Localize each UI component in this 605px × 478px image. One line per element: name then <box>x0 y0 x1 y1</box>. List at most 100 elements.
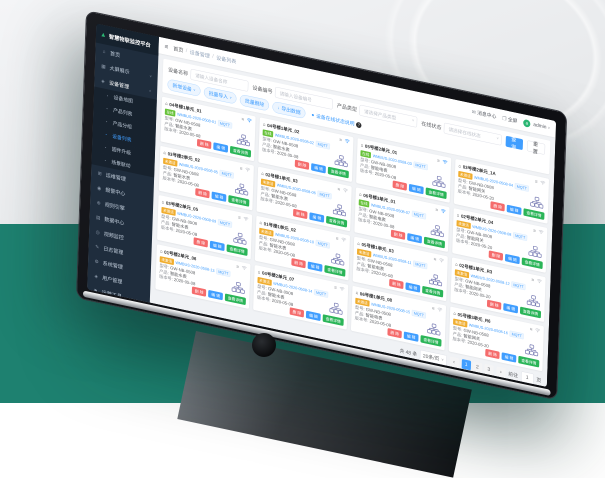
card-corner-icons: ≡ <box>337 186 348 194</box>
list-icon[interactable]: ≡ <box>337 186 341 193</box>
breadcrumb-home[interactable]: 首页 <box>173 45 184 54</box>
dashboard-app: ▲ 智慧物联监控平台 ⌂ 首页 ▦ 大屏展示 <box>87 23 557 388</box>
list-icon[interactable]: ≡ <box>431 305 435 312</box>
sidebar-item-label: 设备列表 <box>112 133 132 144</box>
device-card[interactable]: ⌂ 01号楼1单元_02 ≡ 未激活 WMBUS-2020-0508-10 <box>254 215 351 281</box>
sidebar-item-icon: ▪ <box>106 94 109 98</box>
list-icon[interactable]: ≡ <box>239 165 243 172</box>
device-card[interactable]: ⌂ 04号楼1单元_01 ≡ 在线 WMBUS-2020-0508-01 <box>160 96 256 162</box>
sidebar-item-icon: ◉ <box>97 185 102 192</box>
list-icon[interactable]: ≡ <box>529 326 533 333</box>
list-icon[interactable]: ≡ <box>531 277 535 284</box>
topology-icon <box>332 203 347 219</box>
card-corner-icons: ≡ <box>530 326 541 334</box>
wifi-icon <box>241 265 247 272</box>
sidebar-item-label: 系统管理 <box>102 259 123 271</box>
message-icon: ✉ <box>471 109 476 116</box>
card-corner-icons: ≡ <box>240 166 251 174</box>
page-number-button[interactable]: 3 <box>483 363 494 376</box>
list-icon[interactable]: ≡ <box>433 256 437 263</box>
card-corner-icons: ≡ <box>334 285 345 293</box>
wifi-icon <box>540 180 546 187</box>
device-card[interactable]: ⌂ 03号楼2单元_02 ≡ 未激活 WMBUS-2020-0508-05 <box>158 145 254 211</box>
device-card[interactable]: ⌂ 02号楼1单元_03 ≡ 未激活 WMBUS-2020-0508-06 <box>256 166 352 232</box>
prev-page-button[interactable]: ‹ <box>449 356 459 368</box>
sidebar-item-icon: ▪ <box>104 158 106 163</box>
list-icon[interactable]: ≡ <box>339 137 343 144</box>
list-icon[interactable]: ≡ <box>236 264 240 270</box>
device-card[interactable]: ⌂ 02号楼3单元_R3 ≡ 未激活 WMBUS-2020-0508-12 <box>450 257 546 323</box>
list-icon[interactable]: ≡ <box>237 214 241 221</box>
sidebar-item-label: 设备地图 <box>113 94 133 105</box>
building-icon: ⌂ <box>159 248 163 255</box>
card-corner-icons: ≡ <box>434 256 445 264</box>
device-card[interactable]: ⌂ 06号楼1单元_08 ≡ 未激活 WMBUS-2020-0508-15 <box>350 285 447 351</box>
chevron-down-icon: ˅ <box>441 357 444 363</box>
list-icon[interactable]: ≡ <box>534 178 538 185</box>
building-icon: ⌂ <box>455 261 458 268</box>
reset-button[interactable]: 重置 <box>526 140 546 155</box>
topology-icon <box>524 343 539 359</box>
device-card-grid: ⌂ 04号楼1单元_01 ≡ 在线 WMBUS-2020-0508-01 <box>150 91 554 377</box>
topology-icon <box>234 182 249 198</box>
device-card[interactable]: ⌂ 04号楼2单元_07 ≡ 未激活 WMBUS-2020-0508-14 <box>253 264 349 330</box>
topology-icon <box>529 195 544 211</box>
wifi-icon <box>245 167 251 174</box>
fullscreen-button[interactable]: ❐全屏 <box>502 115 518 125</box>
card-corner-icons: ≡ <box>535 179 546 187</box>
device-card[interactable]: ⌂ 03号楼2单元_1A ≡ 未激活 WMBUS-2020-0508-04 <box>453 158 550 224</box>
device-card[interactable]: ⌂ 03号楼2单元_05 ≡ 未激活 WMBUS-2020-0508-09 <box>157 194 253 260</box>
list-icon[interactable]: ≡ <box>334 284 337 291</box>
device-card[interactable]: ⌂ 05号楼3单元_R6 ≡ 未激活 WMBUS-2020-0508-16 <box>448 306 544 372</box>
list-icon[interactable]: ≡ <box>335 235 339 242</box>
sidebar-item-icon: ◎ <box>95 229 100 236</box>
filter-label: 设备名称 <box>167 66 189 77</box>
sidebar-item-icon: ⚑ <box>93 287 98 294</box>
sidebar-item-label: 运营工具 <box>101 289 122 300</box>
sidebar-item-icon: ⊞ <box>97 170 102 177</box>
device-card[interactable]: ⌂ 01号楼2单元_06 ≡ 未激活 WMBUS-2020-0508-13 <box>155 244 251 309</box>
topology-icon <box>330 252 345 268</box>
wifi-icon <box>246 118 253 125</box>
next-page-button[interactable]: › <box>496 366 506 378</box>
list-icon[interactable]: ≡ <box>435 207 439 214</box>
collapse-sidebar-icon[interactable]: ≡ <box>164 42 169 51</box>
sidebar-item-label: 视频监控 <box>103 230 124 241</box>
search-button[interactable]: 查询 <box>505 135 524 150</box>
topology-icon <box>430 224 445 240</box>
card-corner-icons: ≡ <box>432 306 443 314</box>
card-corner-icons: ≡ <box>339 137 350 145</box>
device-card[interactable]: ⌂ 05号楼1单元_03 ≡ 未激活 WMBUS-2020-0508-11 <box>352 236 448 302</box>
total-count: 共 48 条 <box>399 348 418 358</box>
list-icon[interactable]: ≡ <box>437 158 440 164</box>
device-card[interactable]: ⌂ 04号楼1单元_02 ≡ 在线 WMBUS-2020-0508-02 <box>258 117 354 183</box>
sidebar-item-label: 用户管理 <box>102 274 123 285</box>
sidebar-item-icon: ✎ <box>95 243 100 250</box>
breadcrumb-section[interactable]: 设备管理 <box>189 48 210 60</box>
list-icon[interactable]: ≡ <box>241 116 245 123</box>
sidebar-item-label: 数据中心 <box>104 215 125 227</box>
wifi-icon <box>442 159 448 166</box>
device-card[interactable]: ⌂ 06号楼3单元_01 ≡ 在线 WMBUS-2020-0508-07 <box>354 187 450 253</box>
page-number-button[interactable]: 1 <box>461 358 471 371</box>
wifi-icon <box>439 258 445 265</box>
sidebar-item-icon: ▪ <box>106 107 108 111</box>
building-icon: ⌂ <box>165 101 168 107</box>
building-icon: ⌂ <box>458 163 462 169</box>
goto-page-input[interactable]: 1 <box>520 371 534 385</box>
chevron-down-icon: ˅ <box>547 125 551 131</box>
list-icon[interactable]: ≡ <box>533 228 536 234</box>
building-icon: ⌂ <box>456 212 460 218</box>
user-menu[interactable]: a admin ˅ <box>523 118 551 132</box>
sidebar-item-icon: ▪ <box>106 120 108 124</box>
help-icon: ? <box>356 121 362 129</box>
goto-label: 前往 <box>508 371 519 379</box>
wifi-icon <box>339 286 345 293</box>
sidebar-item-label: 设备管理 <box>108 79 130 90</box>
device-card[interactable]: ⌂ 05号楼2单元_01 ≡ 在线 WMBUS-2020-0508-03 <box>356 138 452 203</box>
message-center-button[interactable]: ✉消息中心 <box>471 109 497 120</box>
page-number-button[interactable]: 2 <box>472 361 483 373</box>
sidebar-item-label: 规则引擎 <box>104 201 125 212</box>
sidebar-item-label: 大屏展示 <box>109 64 130 76</box>
device-card[interactable]: ⌂ 02号楼2单元_04 ≡ 未激活 WMBUS-2020-0508-08 <box>452 208 548 273</box>
